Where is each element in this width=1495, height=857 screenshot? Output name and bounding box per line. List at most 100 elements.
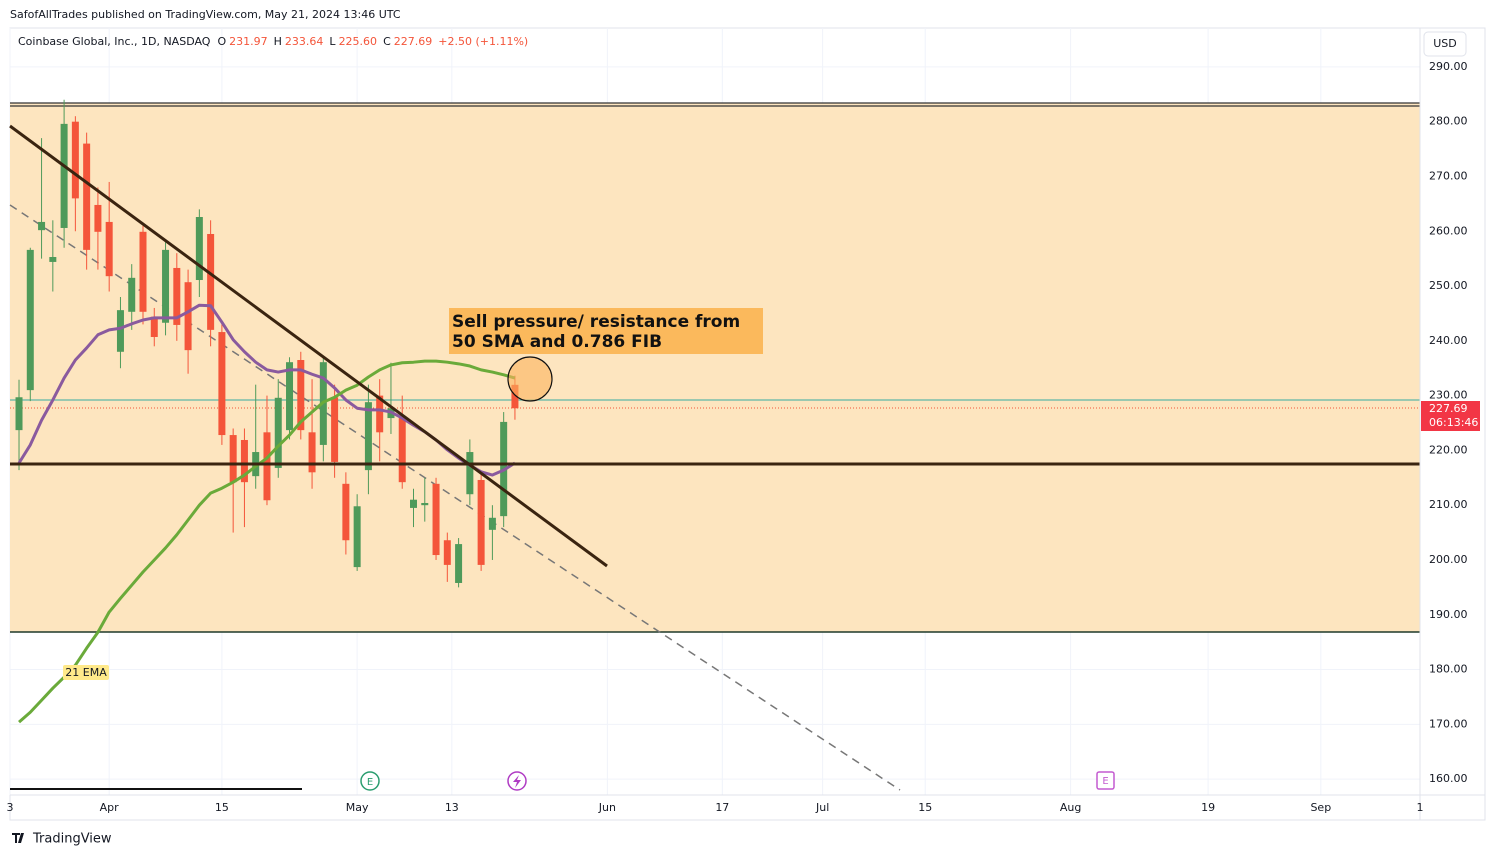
candle-body: [376, 395, 384, 433]
candle-body: [477, 479, 485, 565]
y-tick-label: 280.00: [1429, 115, 1468, 128]
y-tick-label: 210.00: [1429, 498, 1468, 511]
x-tick-label: 1: [1417, 801, 1424, 814]
x-tick-label: 15: [215, 801, 229, 814]
candle-body: [488, 517, 496, 530]
y-tick-label: 190.00: [1429, 608, 1468, 621]
candle-body: [116, 310, 124, 352]
y-tick-label: 220.00: [1429, 443, 1468, 456]
candle-body: [173, 267, 181, 325]
currency: USD: [1433, 37, 1457, 50]
legend-value: 233.64: [285, 35, 324, 48]
x-tick-label: Jun: [598, 801, 616, 814]
candle-body: [128, 277, 136, 312]
candle-body: [83, 143, 91, 250]
line-label: 21 EMA: [65, 666, 107, 679]
candle-body: [342, 483, 350, 541]
candle-body: [139, 231, 147, 312]
x-tick-label: Sep: [1310, 801, 1331, 814]
candle-body: [162, 249, 170, 323]
dashed-trendline: [9, 204, 901, 791]
x-tick-label: 17: [715, 801, 729, 814]
x-tick-label: 15: [918, 801, 932, 814]
annotation-line: 50 SMA and 0.786 FIB: [452, 332, 662, 352]
legend-key: O: [217, 35, 226, 48]
legend-key: L: [329, 35, 336, 48]
annotation-line: Sell pressure/ resistance from: [452, 312, 740, 332]
price-badge: [1421, 401, 1480, 431]
candle-body: [60, 123, 68, 228]
candle-body: [353, 506, 361, 568]
header: SafofAllTrades published on TradingView.…: [10, 8, 401, 21]
candle-body: [455, 544, 463, 583]
y-tick-label: 250.00: [1429, 279, 1468, 292]
legend-key: C: [383, 35, 391, 48]
x-tick-label: 19: [1201, 801, 1215, 814]
candle-body: [94, 204, 102, 232]
candle-body: [71, 121, 79, 199]
candle-body: [286, 362, 294, 431]
candle-body: [240, 439, 248, 483]
x-tick-label: Apr: [100, 801, 120, 814]
earnings-icon[interactable]: [360, 771, 380, 791]
footer: TradingView: [32, 832, 112, 847]
currency-button[interactable]: [1423, 31, 1467, 57]
y-tick-label: 260.00: [1429, 224, 1468, 237]
candle-body: [297, 360, 305, 431]
candle-body: [432, 483, 440, 556]
candle-body: [195, 217, 203, 281]
y-tick-label: 200.00: [1429, 553, 1468, 566]
candle-body: [26, 249, 34, 391]
legend-value: 231.97: [229, 35, 268, 48]
moving-average: [18, 359, 516, 724]
candle-body: [105, 221, 113, 277]
candle-body: [398, 418, 406, 483]
candle-body: [207, 233, 215, 330]
x-tick-label: Aug: [1060, 801, 1081, 814]
candle-body: [38, 221, 46, 231]
zone: [10, 103, 1420, 632]
legend: Coinbase Global, Inc., 1D, NASDAQ O 231.97…: [18, 35, 528, 48]
countdown: 06:13:46: [1429, 416, 1478, 429]
y-tick-label: 170.00: [1429, 717, 1468, 730]
candle-body: [263, 432, 271, 501]
candle-body: [49, 257, 57, 262]
trendline: [9, 124, 608, 568]
legend-change: +2.50 (+1.11%): [438, 35, 528, 48]
logo: [12, 833, 24, 843]
x-tick-label: 13: [445, 801, 459, 814]
circle-marker: [507, 356, 553, 402]
candle-body: [150, 316, 158, 337]
candle-body: [274, 397, 282, 468]
price-badge-value: 227.69: [1429, 402, 1468, 415]
candle-body: [466, 452, 474, 495]
legend-value: 225.60: [339, 35, 378, 48]
x-tick-label: Jul: [815, 801, 829, 814]
candle-body: [331, 397, 339, 462]
candle-body: [443, 540, 451, 565]
y-tick-label: 180.00: [1429, 663, 1468, 676]
candle-body: [184, 282, 192, 351]
plot: [15, 99, 519, 724]
earnings-future-icon[interactable]: [1096, 771, 1115, 790]
candle-body: [421, 502, 429, 506]
legend-symbol: Coinbase Global, Inc., 1D, NASDAQ: [18, 35, 211, 48]
candle-body: [308, 432, 316, 473]
y-tick-label: 270.00: [1429, 169, 1468, 182]
legend-key: H: [274, 35, 282, 48]
candle-body: [511, 384, 519, 409]
earnings-icon-letter: E: [367, 777, 373, 788]
candle-body: [218, 332, 226, 436]
annotation-box: [449, 308, 763, 354]
x-tick-label: May: [346, 801, 369, 814]
candle-body: [410, 499, 418, 508]
earnings-future-letter: E: [1102, 776, 1108, 787]
x-tick-label: 3: [7, 801, 14, 814]
y-tick-label: 230.00: [1429, 389, 1468, 402]
y-tick-label: 240.00: [1429, 334, 1468, 347]
candle-body: [15, 397, 23, 431]
legend-value: 227.69: [394, 35, 433, 48]
y-tick-label: 290.00: [1429, 60, 1468, 73]
lightning: [513, 775, 521, 788]
